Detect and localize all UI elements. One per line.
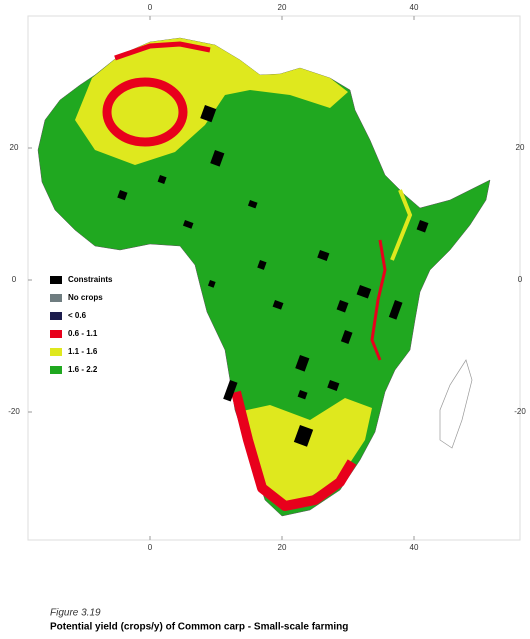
south-band [238, 398, 372, 506]
legend-label: 0.6 - 1.1 [68, 329, 98, 338]
east-red-strip [370, 239, 387, 361]
east-yellow-strip [390, 189, 413, 261]
lat-tick-label: 20 [10, 143, 19, 152]
constraint-patch [295, 355, 310, 372]
legend-swatch [50, 312, 62, 320]
constraint-patch [340, 330, 353, 345]
constraint-patch [223, 380, 238, 402]
constraint-patch [257, 260, 267, 270]
legend-swatch [50, 348, 62, 356]
lon-tick-label: 0 [148, 3, 153, 12]
constraint-patch [317, 250, 330, 261]
legend-label: 1.6 - 2.2 [68, 365, 98, 374]
north-band [75, 38, 348, 165]
lon-tick-label: 20 [278, 543, 287, 552]
lat-tick-label: 0 [518, 275, 523, 284]
lat-tick-label: -20 [514, 407, 526, 416]
constraint-patch [293, 424, 314, 447]
north-red-coast [114, 41, 211, 61]
constraint-patch [157, 175, 167, 184]
constraint-patch [336, 300, 349, 313]
constraint-patch [117, 190, 128, 201]
constraint-patch [207, 280, 216, 288]
madagascar [439, 359, 473, 449]
legend-swatch [50, 294, 62, 302]
lon-tick-label: 0 [148, 543, 153, 552]
legend-swatch [50, 330, 62, 338]
constraint-patch [200, 105, 217, 123]
constraint-patch [247, 200, 258, 209]
south-red-coast [231, 390, 357, 511]
lat-tick-label: 0 [12, 275, 17, 284]
lon-tick-label: 20 [278, 3, 287, 12]
constraint-patch [182, 220, 194, 229]
figure-number: Figure 3.19 [50, 608, 101, 619]
legend-label: 1.1 - 1.6 [68, 347, 98, 356]
lon-tick-label: 40 [410, 543, 419, 552]
legend-label: < 0.6 [68, 311, 87, 320]
constraint-patch [327, 379, 340, 391]
legend-swatch [50, 366, 62, 374]
legend-label: No crops [68, 293, 103, 302]
legend-swatch [50, 276, 62, 284]
constraint-patch [272, 300, 284, 310]
lat-tick-label: 20 [516, 143, 525, 152]
figure-title: Potential yield (crops/y) of Common carp… [50, 622, 348, 633]
constraint-patch [297, 390, 308, 400]
constraint-patch [356, 285, 372, 299]
lon-tick-label: 40 [410, 3, 419, 12]
legend-label: Constraints [68, 275, 113, 284]
lat-tick-label: -20 [8, 407, 20, 416]
north-red-ring [102, 77, 188, 147]
constraint-patch [416, 220, 429, 233]
constraint-patch [210, 150, 225, 167]
constraint-patch [388, 300, 403, 320]
